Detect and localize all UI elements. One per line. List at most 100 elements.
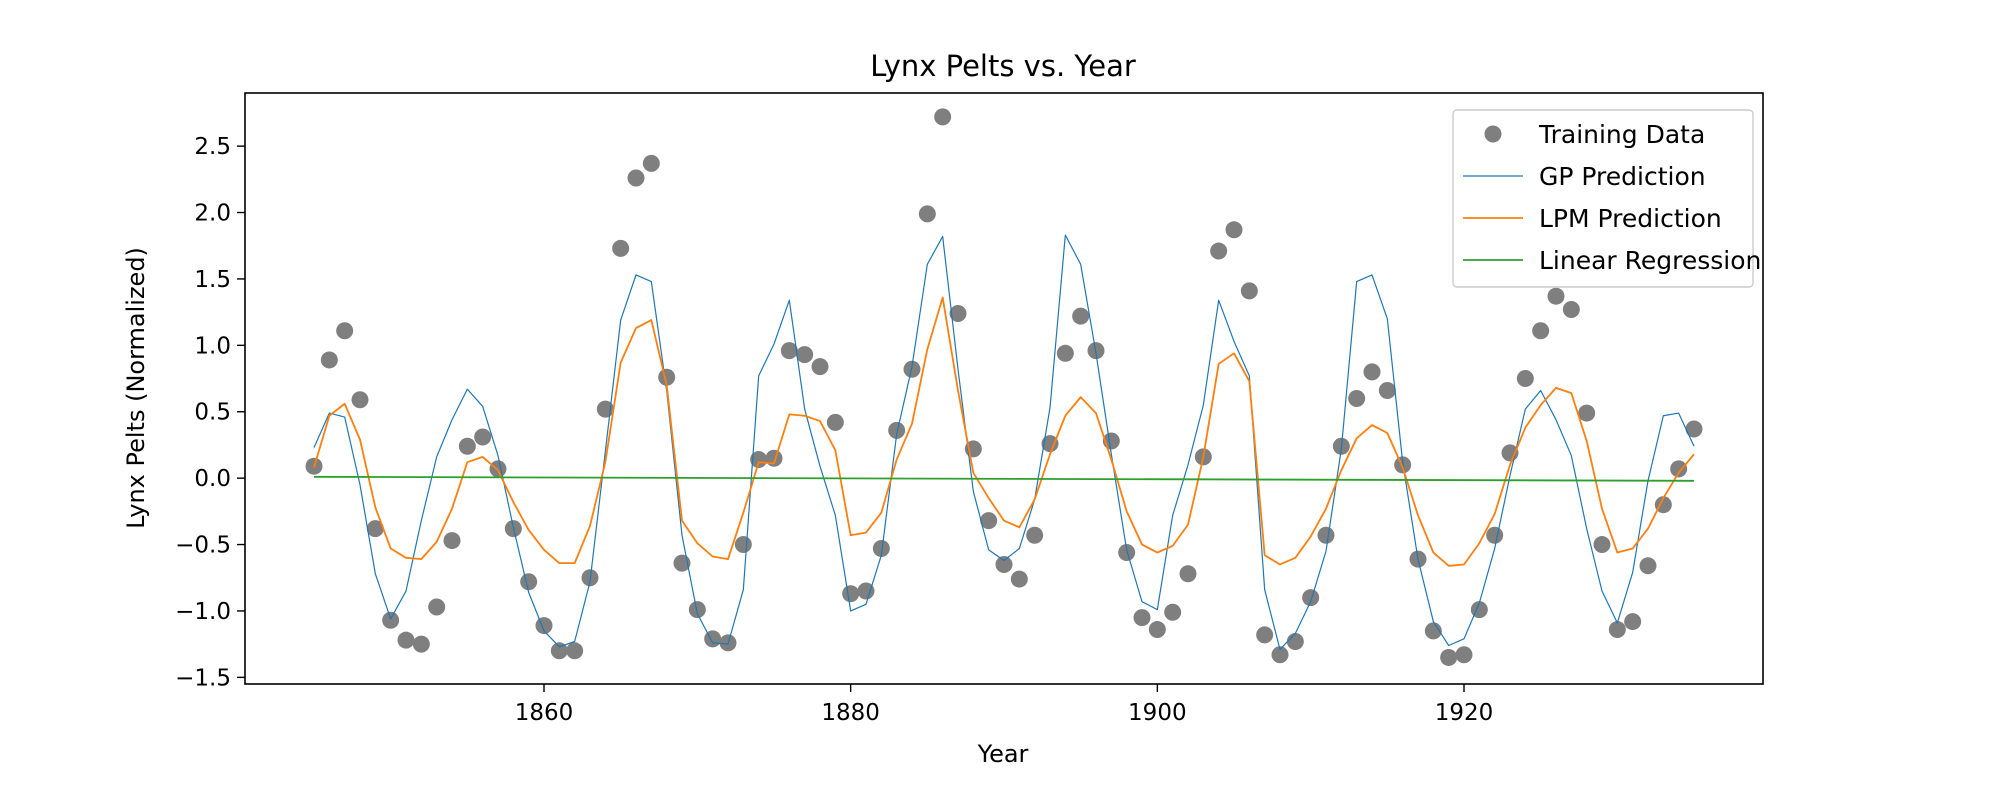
training-data-point xyxy=(566,642,584,660)
legend-label-training-data: Training Data xyxy=(1538,120,1705,149)
y-axis-label: Lynx Pelts (Normalized) xyxy=(122,247,150,529)
training-data-point xyxy=(949,304,967,322)
training-data-point xyxy=(1133,609,1151,627)
training-data-point xyxy=(1056,344,1074,362)
training-data-point xyxy=(320,351,338,369)
training-data-point xyxy=(1210,242,1228,260)
training-data-point xyxy=(1654,496,1672,514)
training-data-point xyxy=(612,239,630,257)
y-tick-label: 1.5 xyxy=(194,267,231,293)
training-data-point xyxy=(1225,221,1243,239)
legend-label-gp-prediction: GP Prediction xyxy=(1539,162,1706,191)
plot-layer xyxy=(305,108,1703,666)
training-data-point xyxy=(1271,646,1289,664)
training-data-point xyxy=(1608,621,1626,639)
y-tick-label: 2.5 xyxy=(194,134,231,160)
training-data-point xyxy=(412,635,430,653)
gp-prediction-line xyxy=(313,234,1695,651)
x-axis-label: Year xyxy=(977,740,1029,768)
training-data-point xyxy=(980,512,998,530)
training-data-point xyxy=(888,421,906,439)
training-data-point xyxy=(1685,420,1703,438)
training-data-point xyxy=(688,601,706,619)
legend-box xyxy=(1452,109,1754,288)
training-data-point xyxy=(336,322,354,340)
training-data-point xyxy=(1072,307,1090,325)
training-data-point xyxy=(1240,282,1258,300)
training-data-point xyxy=(1440,648,1458,666)
training-data-point xyxy=(1164,603,1182,621)
training-data-point xyxy=(1624,613,1642,631)
training-data-point xyxy=(1547,287,1565,305)
legend-label-linear-regression: Linear Regression xyxy=(1539,246,1761,275)
training-data-point xyxy=(1010,570,1028,588)
x-tick-label: 1920 xyxy=(1435,700,1494,726)
training-data-point xyxy=(520,573,538,591)
training-data-point xyxy=(704,630,722,648)
training-data-point xyxy=(1593,536,1611,554)
training-data-point xyxy=(1424,622,1442,640)
training-data-point xyxy=(458,437,476,455)
training-data-point xyxy=(366,520,384,538)
training-data-point xyxy=(1148,621,1166,639)
training-data-point xyxy=(1179,565,1197,583)
training-data-point xyxy=(750,451,768,469)
linear-regression-line xyxy=(313,475,1695,482)
training-data-point xyxy=(1378,381,1396,399)
training-data-point xyxy=(1286,633,1304,651)
training-data-point xyxy=(1026,526,1044,544)
y-tick-label: 2.0 xyxy=(194,201,231,227)
training-data-point xyxy=(1532,322,1550,340)
x-tick-label: 1880 xyxy=(821,700,880,726)
training-data-point xyxy=(995,555,1013,573)
x-axis: 1860 1880 1900 1920 xyxy=(515,684,1494,726)
plot-frame xyxy=(244,92,1764,685)
training-data-point xyxy=(397,631,415,649)
training-data-point xyxy=(796,346,814,364)
training-data-point xyxy=(934,108,952,126)
x-tick-label: 1900 xyxy=(1128,700,1187,726)
training-data-point xyxy=(918,205,936,223)
training-data-point xyxy=(550,642,568,660)
y-axis: −1.5 −1.0 −0.5 0.0 0.5 1.0 1.5 2.0 2.5 xyxy=(175,134,245,691)
training-data-point xyxy=(826,413,844,431)
training-data-point xyxy=(1317,526,1335,544)
training-data-point xyxy=(489,460,507,478)
legend: Training Data GP Prediction LPM Prediction… xyxy=(1452,109,1761,288)
training-data-point xyxy=(1486,526,1504,544)
training-data-point xyxy=(428,598,446,616)
training-data-point xyxy=(658,368,676,386)
y-tick-label: 1.0 xyxy=(194,333,231,359)
training-data-point xyxy=(1516,370,1534,388)
training-data-point xyxy=(443,532,461,550)
training-data-point xyxy=(1578,404,1596,422)
training-data-point xyxy=(627,169,645,187)
training-data-point xyxy=(842,585,860,603)
y-tick-label: −0.5 xyxy=(175,533,231,559)
lpm-prediction-line xyxy=(313,296,1695,567)
training-data-point xyxy=(1501,444,1519,462)
training-data-point xyxy=(1256,626,1274,644)
training-data-point xyxy=(1639,557,1657,575)
x-tick-label: 1860 xyxy=(515,700,574,726)
training-data-point xyxy=(780,342,798,360)
y-tick-label: −1.5 xyxy=(175,665,231,691)
training-data-point xyxy=(474,428,492,446)
training-data-point xyxy=(1363,363,1381,381)
chart-title: Lynx Pelts vs. Year xyxy=(870,49,1136,83)
training-data-point xyxy=(734,536,752,554)
training-data-point xyxy=(872,540,890,558)
y-tick-label: 0.5 xyxy=(194,400,231,426)
training-data-point xyxy=(1348,389,1366,407)
y-tick-label: −1.0 xyxy=(175,599,231,625)
training-data-point xyxy=(1041,435,1059,453)
training-data-point xyxy=(351,391,369,409)
training-data-point xyxy=(1455,646,1473,664)
legend-marker-training-data xyxy=(1484,125,1502,143)
training-data-point xyxy=(811,358,829,376)
y-tick-label: 0.0 xyxy=(194,466,231,492)
legend-label-lpm-prediction: LPM Prediction xyxy=(1539,204,1722,233)
training-data-point xyxy=(1118,544,1136,562)
training-data-point xyxy=(1302,589,1320,607)
